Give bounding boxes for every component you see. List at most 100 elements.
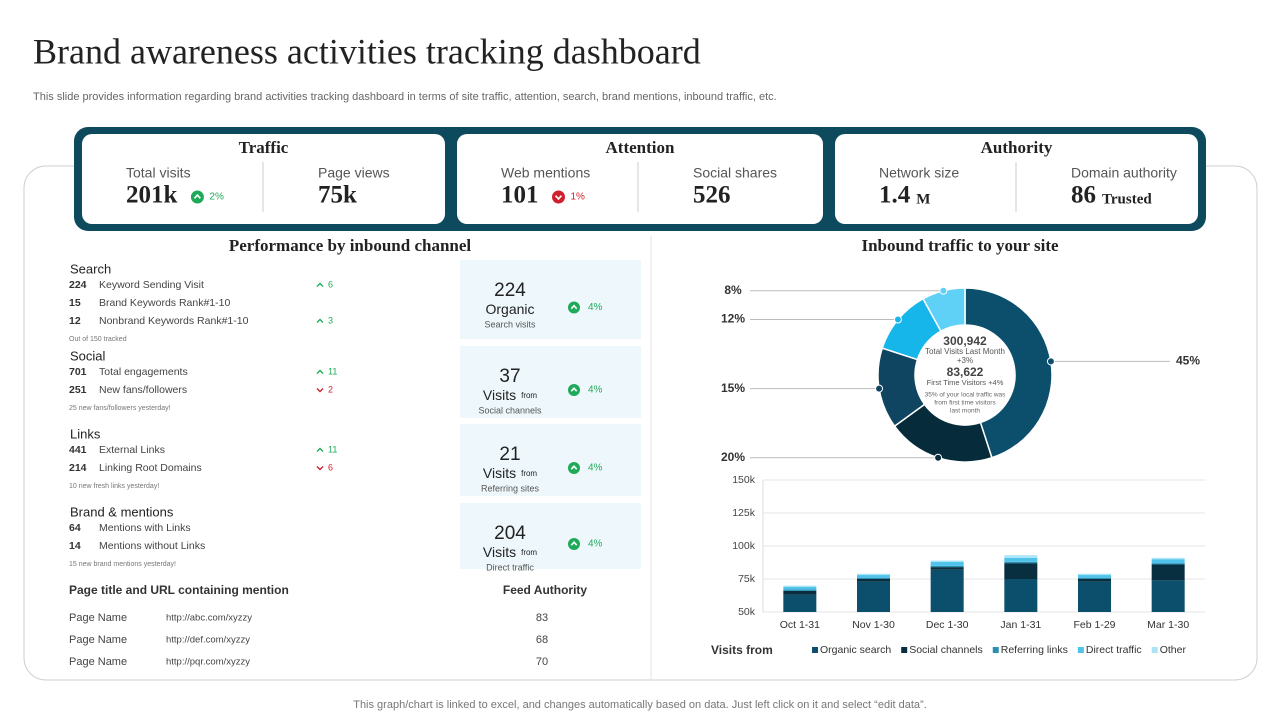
bar-segment <box>1078 577 1111 579</box>
bar-segment <box>1151 564 1185 581</box>
bar-segment <box>1004 557 1038 562</box>
trend-arrow <box>570 541 578 546</box>
center-text: First Time Visitors +4% <box>927 378 1004 387</box>
card-value: 224 <box>494 280 526 301</box>
leader-dot <box>934 453 943 462</box>
center-note: 35% of your local traffic was <box>925 392 1007 399</box>
bar-segment <box>1078 581 1111 612</box>
row-change: 3 <box>328 315 333 325</box>
group-title: Search <box>70 261 111 276</box>
group-note: 15 new brand mentions yesterday! <box>69 561 176 568</box>
y-tick-label: 100k <box>732 540 756 552</box>
bar-segment <box>857 577 890 579</box>
card-change: 4% <box>588 385 603 396</box>
bar-segment <box>1151 563 1185 565</box>
trend-arrow <box>193 193 201 199</box>
bar-segment <box>1151 559 1185 564</box>
table-header: Feed Authority <box>503 583 588 597</box>
kpi-label: Domain authority <box>1071 165 1177 181</box>
trend-chevron <box>316 388 324 393</box>
card-label-suffix: from <box>521 469 537 478</box>
legend-label: Social channels <box>909 644 983 656</box>
bar-segment <box>1078 573 1111 576</box>
row-change: 2 <box>328 384 333 394</box>
bar-segment <box>783 586 817 590</box>
trend-arrow <box>570 387 578 392</box>
y-tick-label: 125k <box>732 507 756 519</box>
bar-segment <box>930 569 964 612</box>
kpi-change: 2% <box>209 192 224 203</box>
trend-chevron <box>316 447 324 452</box>
content-frame <box>23 165 1258 681</box>
legend-swatch <box>1151 647 1158 653</box>
card-change: 4% <box>588 302 603 313</box>
trend-chevron <box>316 369 324 374</box>
kpi-value: 75k <box>318 182 357 209</box>
row-value: 441 <box>69 444 87 456</box>
card-caption: Search visits <box>484 319 536 329</box>
kpi-value: 101 <box>501 182 539 209</box>
card-value: 37 <box>499 366 520 387</box>
card-caption: Direct traffic <box>486 562 534 572</box>
footer-note: This graph/chart is linked to excel, and… <box>353 699 927 711</box>
bar-segment <box>1151 580 1185 612</box>
bar-segment <box>1004 579 1038 612</box>
group-note: 10 new fresh links yesterday! <box>69 483 159 490</box>
card-label-suffix: from <box>521 391 537 400</box>
row-label: Brand Keywords Rank#1-10 <box>99 297 230 309</box>
kpi-unit: Trusted <box>1102 191 1152 207</box>
y-tick-label: 75k <box>738 573 756 585</box>
bar-segment <box>1151 557 1185 560</box>
row-value: 15 <box>69 297 81 309</box>
card-label: Visits from <box>483 387 538 403</box>
trend-icon <box>568 301 580 314</box>
channel-card <box>460 346 641 418</box>
row-change: 6 <box>328 279 333 289</box>
row-change: 6 <box>328 462 333 472</box>
leader-dot <box>875 384 884 393</box>
bar-segment <box>783 590 817 595</box>
bar-segment <box>1004 563 1038 579</box>
donut-slice <box>922 287 966 333</box>
legend-swatch <box>812 647 818 653</box>
x-tick-label: Jan 1-31 <box>1000 619 1041 631</box>
table-cell: Page Name <box>69 656 127 668</box>
leader-dot <box>939 286 948 295</box>
center-total: 300,942 <box>943 334 987 348</box>
row-label: Total engagements <box>99 366 188 378</box>
center-text: Total Visits Last Month <box>925 347 1005 356</box>
table-cell: http://pqr.com/xyzzy <box>166 657 250 668</box>
trend-icon <box>552 190 565 204</box>
table-cell: Page Name <box>69 634 127 646</box>
kpi-label: Web mentions <box>501 165 590 181</box>
trend-chevron <box>316 466 324 471</box>
trend-chevron <box>316 282 324 287</box>
page-title: Brand awareness activities tracking dash… <box>33 31 701 71</box>
row-label: Mentions without Links <box>99 540 205 552</box>
y-tick-label: 150k <box>732 474 756 486</box>
row-change: 11 <box>328 366 337 376</box>
row-value: 64 <box>69 522 81 534</box>
kpi-value: 526 <box>693 182 731 209</box>
kpi-label: Network size <box>879 165 959 181</box>
bar-segment <box>857 575 890 578</box>
card-value: 21 <box>499 444 520 465</box>
leader-dot <box>893 315 902 324</box>
card-caption: Referring sites <box>481 483 540 493</box>
legend-swatch <box>992 647 999 653</box>
x-tick-label: Feb 1-29 <box>1073 619 1115 631</box>
table-cell: 70 <box>536 656 548 668</box>
card-change: 4% <box>588 539 603 550</box>
bar-segment <box>930 561 964 566</box>
legend-label: Organic search <box>820 644 891 656</box>
bar-segment <box>783 594 817 612</box>
trend-arrow <box>570 304 578 310</box>
row-label: External Links <box>99 444 165 456</box>
leader-dot <box>1046 357 1055 366</box>
channel-card <box>460 424 641 496</box>
table-cell: http://def.com/xyzzy <box>166 635 250 646</box>
bar-segment <box>783 589 817 591</box>
chart-title: Inbound traffic to your site <box>861 236 1059 255</box>
row-change: 11 <box>328 444 337 454</box>
